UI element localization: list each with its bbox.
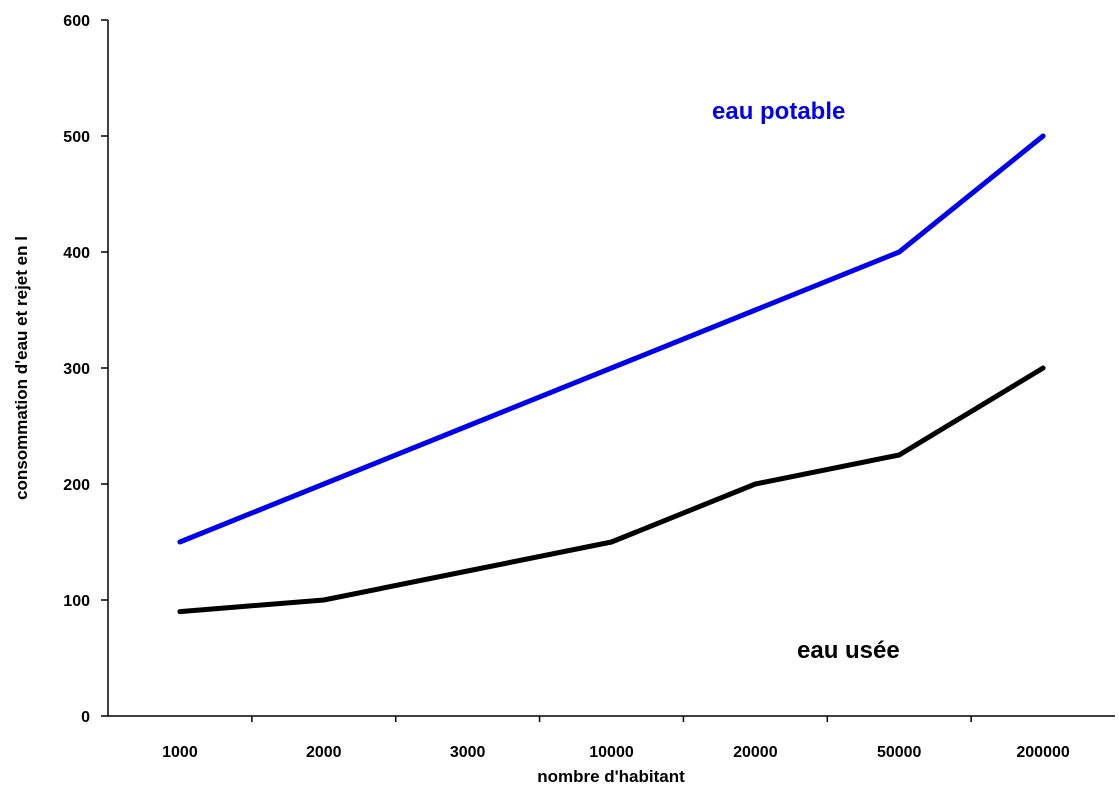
y-tick-label: 100 bbox=[63, 593, 90, 610]
x-axis-title: nombre d'habitant bbox=[537, 767, 685, 786]
y-tick-label: 300 bbox=[63, 361, 90, 378]
series-line-eau-usee bbox=[177, 365, 1046, 615]
x-tick-label: 20000 bbox=[733, 744, 778, 761]
x-tick-label: 10000 bbox=[589, 744, 634, 761]
x-tick-label: 200000 bbox=[1016, 744, 1069, 761]
x-tick-label: 50000 bbox=[877, 744, 922, 761]
series-label-eau-usee: eau usée bbox=[797, 637, 900, 664]
series-line-eau-potable bbox=[177, 133, 1046, 545]
x-tick-label: 3000 bbox=[450, 744, 486, 761]
y-tick-label: 600 bbox=[63, 13, 90, 30]
y-tick-label: 0 bbox=[81, 709, 90, 726]
y-tick-label: 200 bbox=[63, 477, 90, 494]
y-tick-label: 500 bbox=[63, 129, 90, 146]
x-tick-label: 1000 bbox=[162, 744, 198, 761]
series-label-eau-potable: eau potable bbox=[712, 98, 845, 125]
y-axis-title: consommation d'eau et rejet en l bbox=[12, 236, 31, 500]
y-tick-label: 400 bbox=[63, 245, 90, 262]
x-axis-ticks: 1000 2000 3000 10000 20000 50000 200000 bbox=[162, 716, 1070, 761]
x-tick-label: 2000 bbox=[306, 744, 342, 761]
series-lines bbox=[177, 133, 1046, 615]
y-axis-ticks: 0 100 200 300 400 500 600 bbox=[63, 13, 108, 726]
